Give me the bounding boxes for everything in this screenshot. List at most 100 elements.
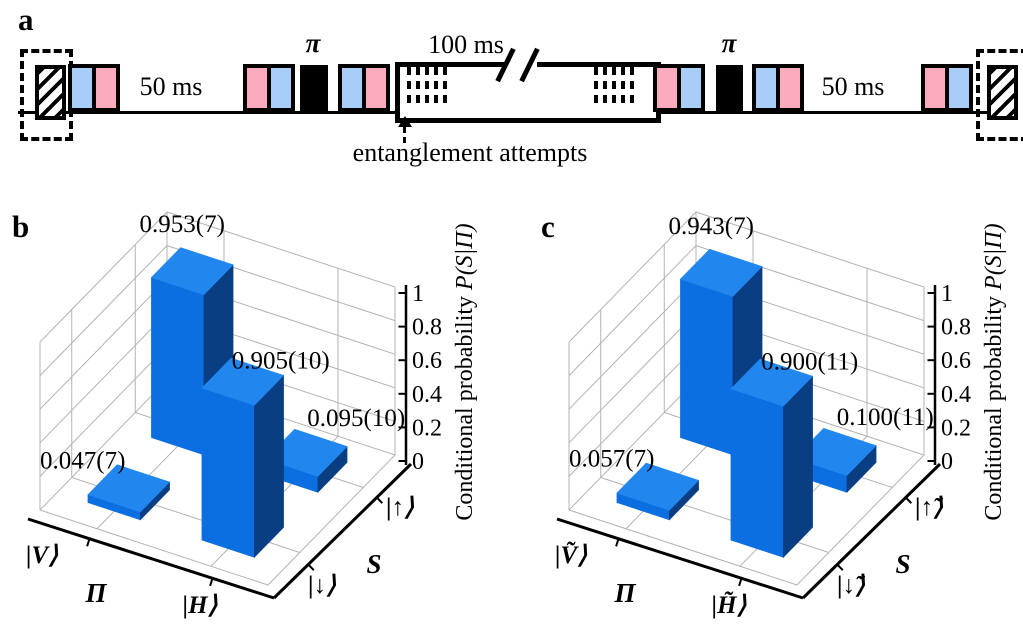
z-tick-label: 1 (941, 281, 953, 307)
blue-pulse-box (72, 68, 92, 108)
bar-top-face (616, 462, 700, 511)
panel-a-label: a (18, 2, 34, 37)
z-tick-label: 0.4 (941, 382, 971, 408)
entanglement-arrow-stem (403, 127, 406, 143)
series-axis (801, 462, 942, 600)
bar-value-label: 0.095(10) (307, 405, 405, 432)
attempt-tick (612, 67, 616, 108)
bar-top-face (150, 247, 234, 296)
readout-hatched-pulse-right (987, 65, 1018, 120)
entanglement-arrow-head (398, 116, 412, 127)
bar-top-face (679, 248, 763, 297)
z-axis-label: Conditional probability P(S|Π) (981, 223, 1007, 520)
annotation-label: entanglement attempts (352, 138, 588, 167)
bar-top-face (730, 358, 814, 407)
series-axis-label: S (895, 549, 910, 579)
pulse-pair-4 (653, 64, 705, 112)
pink-pulse-box (780, 68, 800, 108)
pink-pulse-box (96, 68, 116, 108)
wait-label-right: 50 ms (821, 72, 885, 101)
category-axis-tick (86, 538, 91, 547)
category-axis (27, 517, 275, 600)
z-tick-label: 0.8 (941, 315, 971, 341)
pulse-pair-5 (752, 64, 804, 112)
bar-front-face (680, 278, 734, 456)
z-tick-label: 0.4 (412, 382, 442, 408)
category-axis-label: Π (613, 578, 636, 608)
bar-value-label: 0.905(10) (232, 348, 330, 375)
z-tick-label: 0.6 (412, 348, 442, 374)
bar-value-label: 0.943(7) (669, 213, 754, 240)
series-axis-tick (836, 563, 844, 571)
panel-b-label: b (12, 209, 30, 244)
z-tick-label: 0.8 (412, 315, 442, 341)
attempt-tick (443, 67, 447, 108)
category-axis (556, 517, 804, 600)
floor-edge-line (39, 454, 396, 586)
detection-window-right (976, 49, 1023, 141)
blue-pulse-box (756, 68, 776, 108)
blue-pulse-box (271, 68, 291, 108)
series-tick-label: |↑̃⟩ (915, 494, 944, 521)
attempt-tick (594, 67, 598, 108)
attempt-tick (425, 67, 429, 108)
bar-top-face (264, 428, 348, 477)
bar-value-label: 0.100(11) (837, 404, 934, 431)
series-axis-label: S (366, 549, 381, 579)
attempt-tick (434, 67, 438, 108)
attempt-tick (416, 67, 420, 108)
entanglement-window-label: 100 ms (428, 30, 504, 59)
category-axis-tick (615, 538, 620, 547)
bar-front-face (730, 388, 784, 558)
category-axis-label: Π (84, 578, 107, 608)
series-axis (272, 462, 413, 600)
wait-label-left: 50 ms (139, 72, 203, 101)
pi-pulse-label-1: π (305, 28, 321, 58)
pi-pulse-box-2 (716, 65, 743, 112)
series-tick-label: |↓̃⟩ (837, 572, 866, 599)
pink-pulse-box (247, 68, 267, 108)
pi-pulse-label-2: π (721, 28, 737, 58)
bar3d-chart-b: 0 0.2 0.4 0.6 0.8 1 |V⟩ |H⟩ Π |↓⟩ |↑⟩ S Conditional … (26, 211, 478, 619)
bar-side-face (783, 375, 813, 559)
series-tick-label: |↓⟩ (308, 572, 336, 599)
pink-pulse-box (925, 68, 945, 108)
attempt-tick (407, 67, 411, 108)
figure-panel-b: b 0 0.2 0.4 0.6 0.8 1 |V⟩ |H⟩ Π |↓⟩ |↑⟩ S Conditiona… (0, 195, 494, 639)
bar-top-face (793, 428, 877, 476)
figure-panel-a: a 50 ms π 100 ms (0, 0, 1023, 195)
category-axis-tick (738, 577, 743, 587)
bar-top-face (87, 464, 171, 513)
series-axis-tick (307, 563, 315, 571)
bar-side-face (254, 374, 284, 559)
category-tick-label: |V⟩ (26, 542, 58, 569)
category-axis-tick (209, 577, 214, 587)
bar3d-chart-c: 0 0.2 0.4 0.6 0.8 1 |Ṽ⟩ |H̃⟩ Π |↓̃⟩ |↑̃⟩ S Conditio… (555, 211, 1007, 619)
category-tick-label: |H⟩ (183, 592, 218, 619)
z-tick-label: 0.2 (941, 415, 971, 441)
series-axis-tick (905, 496, 913, 504)
blue-pulse-box (681, 68, 701, 108)
floor-edge-line (568, 454, 925, 586)
pulse-pair-1 (68, 64, 120, 112)
category-tick-label: |H̃⟩ (712, 591, 747, 619)
pulse-pair-3 (338, 64, 390, 112)
blue-pulse-box (949, 68, 969, 108)
figure-panel-c: c 0 0.2 0.4 0.6 0.8 1 |Ṽ⟩ |H̃⟩ Π |↓̃⟩ |↑̃⟩ S Condit… (529, 195, 1023, 639)
bar-front-face (151, 277, 205, 456)
panel-c-label: c (541, 209, 555, 244)
blue-pulse-box (342, 68, 362, 108)
pi-pulse-box-1 (300, 65, 328, 112)
z-tick-label: 0.6 (941, 348, 971, 374)
pink-pulse-box (366, 68, 386, 108)
pulse-pair-2 (243, 64, 295, 112)
pink-pulse-box (657, 68, 677, 108)
z-axis-label: Conditional probability P(S|Π) (452, 223, 478, 520)
readout-hatched-pulse-left (35, 65, 66, 120)
bar-value-label: 0.953(7) (140, 211, 225, 238)
series-tick-label: |↑⟩ (386, 494, 414, 521)
bar-top-face (201, 357, 285, 406)
attempt-tick (603, 67, 607, 108)
series-axis-tick (376, 496, 384, 504)
